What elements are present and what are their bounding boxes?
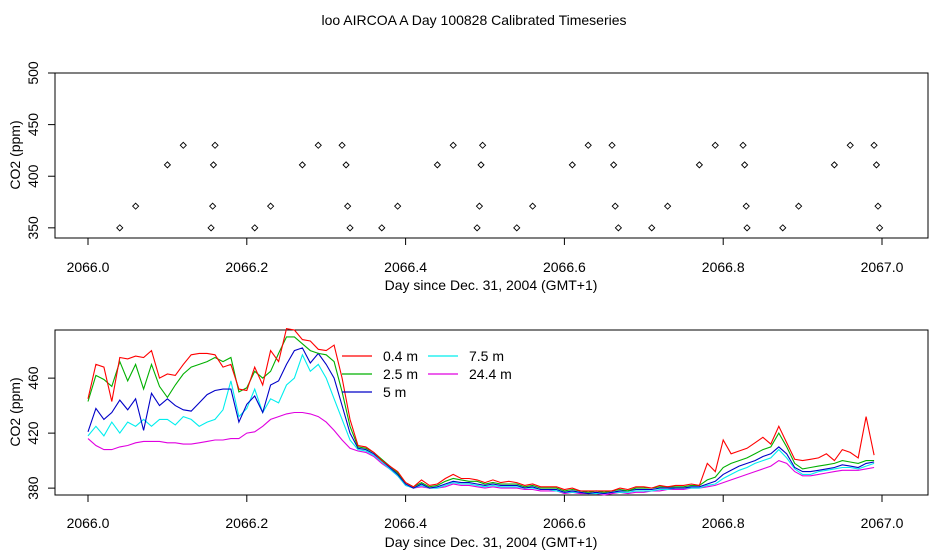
x-tick-label: 2066.4	[384, 259, 427, 275]
figure-title: loo AIRCOA A Day 100828 Calibrated Times…	[321, 12, 626, 28]
x-tick-label: 2066.2	[225, 259, 268, 275]
scatter-point	[433, 161, 441, 169]
y-tick-label: 460	[25, 366, 41, 390]
y-tick-label: 500	[25, 61, 41, 85]
scatter-point	[478, 141, 487, 149]
scatter-point	[344, 202, 352, 210]
x-tick-label: 2066.6	[543, 259, 586, 275]
x-tick-label: 2066.8	[702, 259, 745, 275]
panel-bottom-legend: 0.4 m 2.5 m 5 m 7.5 m 24.4 m	[342, 348, 512, 400]
panel-bottom-marks	[87, 327, 875, 496]
scatter-point	[266, 202, 275, 210]
scatter-point	[207, 224, 215, 232]
scatter-point	[449, 141, 457, 149]
scatter-point	[741, 161, 749, 169]
scatter-point	[378, 224, 386, 232]
series-line-2-5-m	[87, 336, 875, 493]
scatter-point	[163, 161, 172, 169]
panel-top: 2066.0 2066.2 2066.4 2066.6 2066.8 2067.0 350…	[7, 61, 929, 293]
panel-top-y-axis: 350 400 450 500	[25, 61, 55, 240]
scatter-point	[846, 141, 854, 149]
series-line-0-4-m	[87, 327, 875, 492]
series-line-5-m	[87, 347, 875, 495]
legend-label: 7.5 m	[469, 348, 504, 364]
scatter-point	[874, 202, 882, 210]
scatter-point	[179, 141, 187, 149]
scatter-point	[608, 141, 616, 149]
y-tick-label: 380	[25, 476, 41, 500]
x-tick-label: 2066.4	[384, 515, 427, 531]
scatter-point	[609, 161, 618, 169]
scatter-point	[584, 141, 592, 149]
scatter-point	[695, 161, 704, 169]
panel-top-frame	[54, 72, 929, 239]
series-line-7-5-m	[87, 353, 875, 495]
scatter-point	[875, 224, 884, 232]
panel-bottom-y-axis: 380 420 460	[25, 366, 55, 500]
y-tick-label: 350	[25, 216, 41, 240]
scatter-point	[711, 141, 719, 149]
scatter-point	[794, 202, 803, 210]
y-tick-label: 420	[25, 421, 41, 445]
scatter-point	[342, 161, 350, 169]
scatter-point	[648, 224, 656, 232]
scatter-point	[568, 161, 576, 169]
scatter-point	[473, 224, 481, 232]
scatter-point	[477, 161, 485, 169]
x-tick-label: 2066.0	[67, 515, 110, 531]
scatter-point	[346, 224, 354, 232]
panel-bottom-xlabel: Day since Dec. 31, 2004 (GMT+1)	[385, 534, 598, 550]
scatter-point	[870, 141, 878, 149]
scatter-point	[872, 161, 881, 169]
y-tick-label: 400	[25, 164, 41, 188]
scatter-point	[338, 141, 346, 149]
panel-top-ylabel: CO2 (ppm)	[7, 120, 23, 189]
scatter-point	[251, 224, 259, 232]
scatter-point	[209, 161, 218, 169]
scatter-point	[779, 224, 787, 232]
x-tick-label: 2066.0	[67, 259, 110, 275]
x-tick-label: 2066.2	[225, 515, 268, 531]
x-tick-label: 2067.0	[861, 259, 904, 275]
scatter-point	[394, 202, 402, 210]
series-line-24-4-m	[87, 411, 875, 496]
scatter-point	[743, 224, 751, 232]
x-tick-label: 2066.6	[543, 515, 586, 531]
scatter-point	[739, 141, 747, 149]
panel-top-xlabel: Day since Dec. 31, 2004 (GMT+1)	[385, 277, 598, 293]
scatter-point	[614, 224, 623, 232]
scatter-point	[742, 202, 750, 210]
scatter-point	[209, 202, 217, 210]
scatter-point	[132, 202, 140, 210]
scatter-point	[830, 161, 838, 169]
scatter-point	[298, 161, 307, 169]
panel-top-x-axis: 2066.0 2066.2 2066.4 2066.6 2066.8 2067.0	[67, 237, 904, 275]
legend-label: 0.4 m	[383, 348, 418, 364]
legend-label: 2.5 m	[383, 366, 418, 382]
scatter-point	[211, 141, 219, 149]
panel-bottom-x-axis: 2066.0 2066.2 2066.4 2066.6 2066.8 2067.0	[67, 494, 904, 531]
scatter-point	[529, 202, 537, 210]
x-tick-label: 2066.8	[702, 515, 745, 531]
legend-label: 5 m	[383, 384, 406, 400]
y-tick-label: 450	[25, 113, 41, 137]
scatter-point	[663, 202, 672, 210]
scatter-point	[116, 224, 124, 232]
legend-label: 24.4 m	[469, 366, 512, 382]
scatter-point	[513, 224, 521, 232]
scatter-point	[314, 141, 322, 149]
panel-bottom: 2066.0 2066.2 2066.4 2066.6 2066.8 2067.0 380…	[7, 327, 929, 550]
panel-bottom-ylabel: CO2 (ppm)	[7, 377, 23, 446]
x-tick-label: 2067.0	[861, 515, 904, 531]
panel-top-marks	[116, 141, 884, 232]
scatter-point	[475, 202, 484, 210]
scatter-point	[611, 202, 619, 210]
